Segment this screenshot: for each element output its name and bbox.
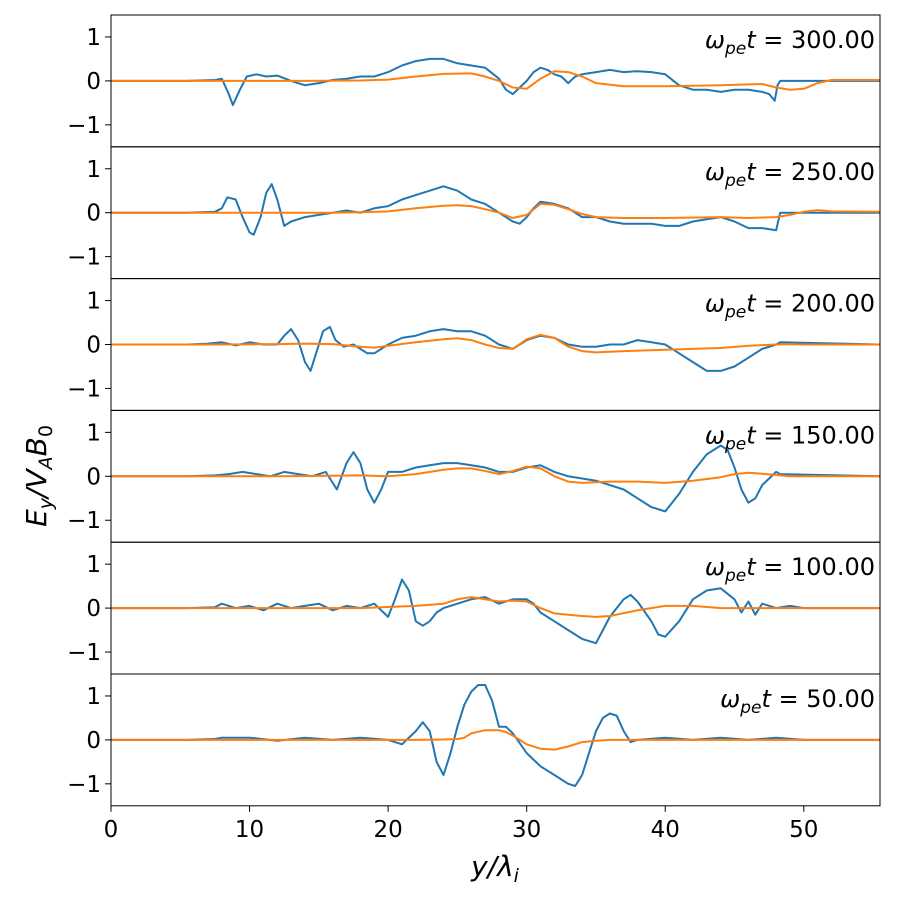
panel-3: 1 0 −1 ωpet = 150.00 (67, 409, 881, 543)
panel-3-series_2-line (111, 465, 880, 484)
panel-0-ytick-label-1: 0 (86, 69, 101, 95)
panel-1-ytick-label-2: −1 (67, 245, 101, 271)
panel-2-ytick-label-2: −1 (67, 376, 101, 402)
panel-1-series_1-line (111, 183, 880, 236)
panel-5-series_2-line (111, 729, 880, 751)
panel-3-series_1-line (111, 444, 880, 513)
panel-0: 1 0 −1 ωpet = 300.00 (67, 14, 881, 148)
panel-3-ytick-label-2: −1 (67, 508, 101, 534)
panel-2-ytick-label-0: 1 (86, 289, 101, 315)
xtick-label-0: 0 (104, 817, 119, 843)
panel-4-ytick-label-1: 0 (86, 596, 101, 622)
panel-4-series_2-line (111, 596, 880, 618)
panel-2-time-annotation: ωpet = 200.00 (705, 290, 875, 323)
panel-4-ytick-label-0: 1 (86, 552, 101, 578)
panel-0-ytick-label-0: 1 (86, 25, 101, 51)
panel-1-ytick-label-0: 1 (86, 157, 101, 183)
y-axis-label: Ey/VAB0 (20, 425, 57, 527)
x-axis-label-sub: i (514, 865, 520, 887)
xtick-label-5: 50 (789, 817, 818, 843)
panel-2: 1 0 −1 ωpet = 200.00 (67, 278, 881, 411)
panel-1: 1 0 −1 ωpet = 250.00 (67, 146, 881, 280)
y-axis-label-part-0: E (20, 509, 53, 527)
panel-3-ytick-label-0: 1 (86, 420, 101, 446)
panel-0-time-annotation: ωpet = 300.00 (705, 26, 875, 59)
y-axis-label-part-4: B (20, 437, 53, 456)
panel-5-ytick-label-0: 1 (86, 684, 101, 710)
panel-5-time-annotation: ωpet = 50.00 (720, 685, 875, 718)
panel-4-time-annotation: ωpet = 100.00 (705, 553, 875, 586)
panel-3-time-annotation: ωpet = 150.00 (705, 421, 875, 454)
panel-1-time-annotation: ωpet = 250.00 (705, 158, 875, 191)
x-axis-label: y/λi (470, 850, 520, 887)
y-axis-label-part-5: 0 (35, 425, 57, 437)
panel-3-ytick-label-1: 0 (86, 464, 101, 490)
y-axis-label-part-2: /V (20, 468, 53, 501)
panel-5-series_1-line (111, 684, 880, 787)
panel-4-series_1-line (111, 578, 880, 645)
panel-5: 1 0 −1 ωpet = 50.00 (67, 673, 881, 807)
panel-5-ytick-label-1: 0 (86, 728, 101, 754)
panel-2-ytick-label-1: 0 (86, 333, 101, 359)
panel-2-series_2-line (111, 333, 880, 354)
xtick-label-1: 10 (235, 817, 264, 843)
panel-1-series_2-line (111, 202, 880, 219)
y-axis-label-part-3: A (35, 456, 57, 471)
panel-5-ytick-label-2: −1 (67, 772, 101, 798)
xtick-label-4: 40 (651, 817, 680, 843)
panel-0-series_2-line (111, 70, 880, 91)
panel-1-ytick-label-1: 0 (86, 201, 101, 227)
panel-2-series_1-line (111, 325, 880, 372)
x-axis-label-base: y/λ (470, 850, 514, 883)
panel-0-series_1-line (111, 57, 880, 107)
xtick-label-2: 20 (373, 817, 402, 843)
panel-4-ytick-label-2: −1 (67, 640, 101, 666)
panel-0-ytick-label-2: −1 (67, 113, 101, 139)
y-axis-label-part-1: y (35, 497, 57, 510)
panel-4: 1 0 −1 ωpet = 100.00 (67, 541, 881, 675)
xtick-label-3: 30 (512, 817, 541, 843)
